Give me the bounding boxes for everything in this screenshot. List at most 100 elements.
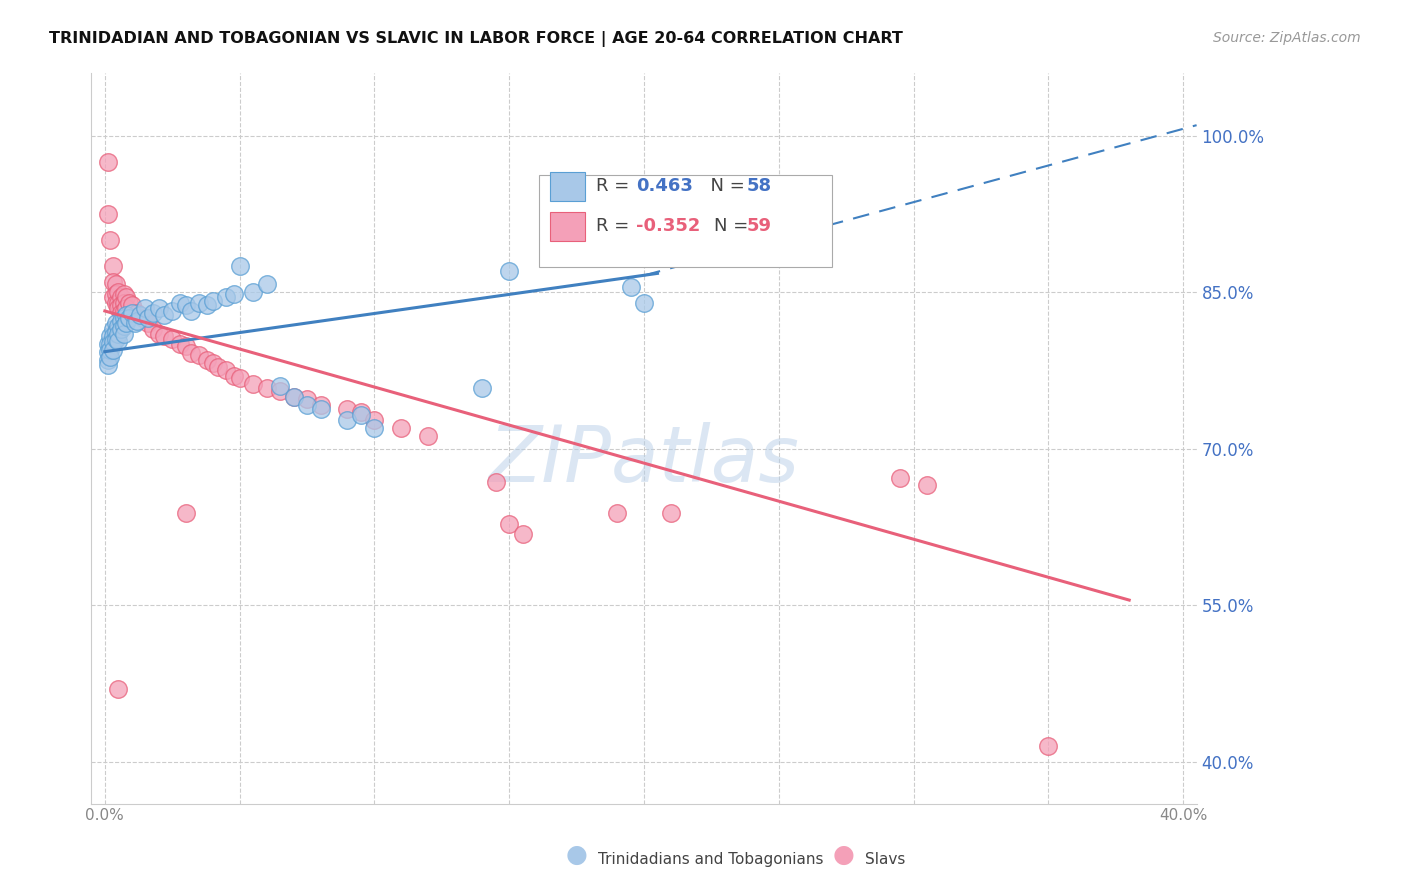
Point (336, 412, 359, 426)
Point (136, 317, 159, 331)
Text: Trinidadians and Tobagonians: Trinidadians and Tobagonians (598, 852, 823, 867)
Point (142, 306, 165, 320)
Text: 59: 59 (747, 218, 772, 235)
Text: ●: ● (565, 843, 588, 867)
Point (98, 337, 121, 351)
Point (169, 337, 191, 351)
Point (242, 285, 264, 300)
Point (97, 344, 120, 359)
Point (659, 507, 682, 521)
Point (207, 360, 229, 375)
Point (112, 304, 135, 318)
Point (201, 356, 224, 370)
Point (169, 295, 191, 310)
Point (174, 507, 197, 521)
Point (195, 298, 218, 312)
Point (110, 322, 132, 336)
Point (915, 478, 938, 492)
Point (98, 350, 121, 364)
Point (112, 287, 135, 301)
Point (295, 398, 318, 412)
Point (283, 390, 305, 404)
Point (110, 314, 132, 328)
Point (309, 402, 332, 417)
Point (389, 421, 412, 435)
Point (485, 475, 508, 490)
Point (104, 317, 127, 331)
Point (619, 280, 641, 294)
FancyBboxPatch shape (538, 175, 832, 267)
Point (174, 298, 197, 312)
Point (269, 384, 291, 399)
Point (107, 318, 129, 333)
Point (363, 421, 385, 435)
Point (121, 306, 143, 320)
Point (97, 207, 120, 221)
Point (195, 353, 218, 368)
Point (112, 295, 135, 310)
Point (97, 353, 120, 368)
Text: ●: ● (832, 843, 855, 867)
Point (104, 287, 127, 301)
Point (201, 293, 224, 308)
Point (295, 392, 318, 406)
Point (224, 368, 246, 383)
Point (418, 429, 440, 443)
Point (97, 358, 120, 372)
Point (101, 343, 124, 357)
Text: N =: N = (699, 178, 751, 195)
Point (127, 306, 149, 320)
Point (889, 471, 911, 485)
Point (115, 308, 138, 322)
Point (498, 516, 520, 531)
Point (153, 329, 176, 343)
Point (118, 311, 141, 326)
Point (129, 308, 152, 322)
Point (110, 290, 132, 304)
Point (363, 412, 385, 426)
Text: R =: R = (596, 218, 636, 235)
Point (107, 334, 129, 349)
Point (110, 306, 132, 320)
Point (162, 304, 184, 318)
Point (180, 345, 202, 359)
Point (256, 381, 278, 395)
Text: ZIPatlas: ZIPatlas (488, 422, 800, 499)
Point (606, 507, 628, 521)
FancyBboxPatch shape (550, 171, 585, 201)
Point (215, 363, 238, 377)
Point (124, 317, 146, 331)
Point (110, 298, 132, 312)
Point (107, 301, 129, 315)
Point (228, 370, 250, 384)
Point (101, 329, 124, 343)
Point (174, 339, 197, 353)
Point (107, 295, 129, 310)
Point (104, 277, 127, 291)
Point (97, 337, 120, 351)
Point (148, 301, 170, 315)
Point (283, 390, 305, 404)
Point (498, 264, 520, 278)
FancyBboxPatch shape (550, 211, 585, 241)
Point (115, 317, 138, 331)
Text: N =: N = (714, 218, 754, 235)
Point (309, 398, 332, 412)
Point (633, 295, 655, 310)
Point (350, 405, 373, 419)
Point (104, 325, 127, 339)
Point (98, 233, 121, 247)
Point (107, 285, 129, 300)
Text: TRINIDADIAN AND TOBAGONIAN VS SLAVIC IN LABOR FORCE | AGE 20-64 CORRELATION CHAR: TRINIDADIAN AND TOBAGONIAN VS SLAVIC IN … (49, 31, 903, 47)
Point (136, 311, 159, 326)
Point (112, 311, 135, 326)
Point (188, 295, 211, 310)
Point (112, 318, 135, 333)
Point (350, 409, 373, 423)
Point (224, 287, 246, 301)
Point (142, 322, 165, 336)
Point (153, 308, 176, 322)
Point (162, 332, 184, 346)
Text: Source: ZipAtlas.com: Source: ZipAtlas.com (1213, 31, 1361, 45)
Point (336, 402, 359, 417)
